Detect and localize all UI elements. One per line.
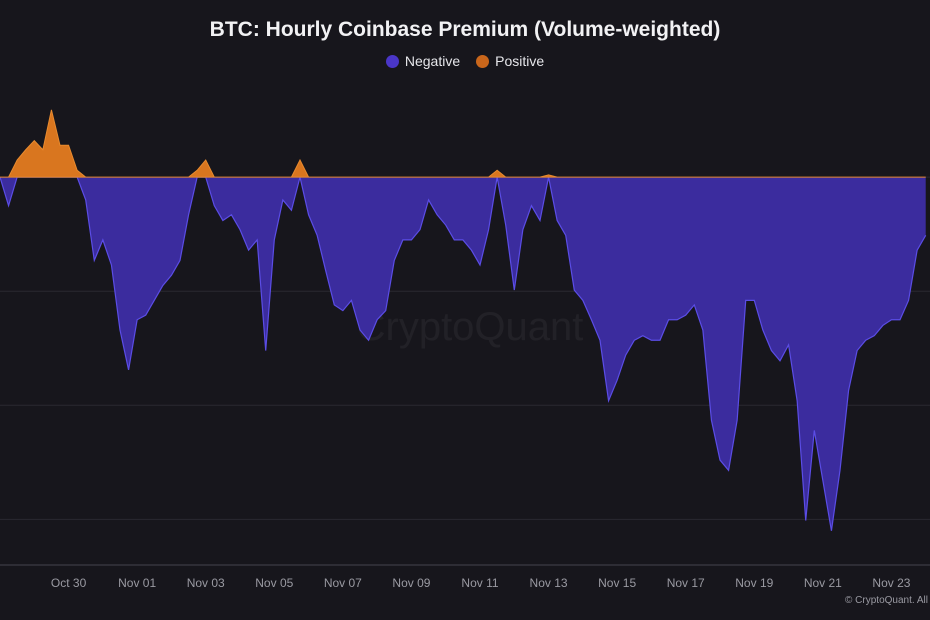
negative-area (0, 177, 926, 531)
negative-line (0, 176, 927, 531)
positive-area (0, 109, 926, 178)
x-tick-label: Nov 15 (598, 576, 636, 590)
x-tick-label: Nov 19 (735, 576, 773, 590)
x-tick-label: Nov 13 (530, 576, 568, 590)
legend-positive-swatch (476, 54, 490, 68)
x-tick-label: Nov 09 (392, 576, 430, 590)
x-tick-label: Nov 05 (255, 576, 293, 590)
legend-item-negative[interactable]: Negative (385, 53, 461, 69)
x-tick-label: Nov 07 (324, 576, 362, 590)
legend-item-positive[interactable]: Positive (476, 53, 544, 69)
x-tick-label: Nov 17 (667, 576, 705, 590)
x-tick-label: Nov 03 (187, 576, 225, 590)
x-tick-label: Nov 21 (804, 576, 842, 590)
legend: Negative Positive (0, 53, 930, 69)
legend-negative-swatch (385, 54, 399, 68)
x-axis-ticks: Oct 30 Nov 01 Nov 03 Nov 05 Nov 07 Nov 09 Nov … (51, 576, 911, 590)
chart-title: BTC: Hourly Coinbase Premium (Volume-wei… (209, 18, 721, 41)
legend-negative-label: Negative (404, 53, 461, 69)
copyright: © CryptoQuant. All (845, 595, 928, 606)
x-tick-label: Nov 23 (872, 576, 910, 590)
x-tick-label: Nov 11 (461, 576, 498, 590)
x-tick-label: Oct 30 (51, 576, 87, 590)
x-tick-label: Nov 01 (118, 576, 156, 590)
legend-positive-label: Positive (495, 53, 545, 69)
watermark: CryptoQuant (357, 305, 584, 349)
